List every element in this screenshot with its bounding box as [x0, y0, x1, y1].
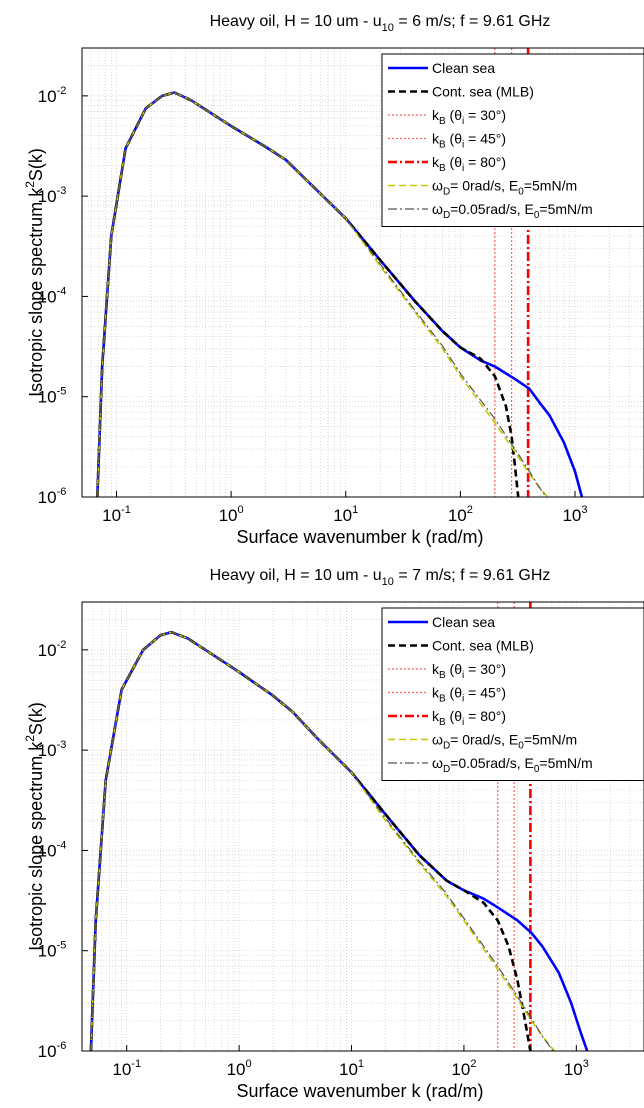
y-tick-label: 10-3 — [38, 739, 67, 760]
x-axis-label: Surface wavenumber k (rad/m) — [236, 527, 483, 547]
y-tick-label: 10-6 — [38, 1040, 67, 1061]
legend-label-6: ωD= 0rad/s, E0=5mN/m — [432, 178, 577, 198]
x-tick-label: 101 — [333, 504, 358, 525]
chart-panel-bottom: 10-1 100 101 102 103 10-6 10-5 10-4 10-3 10-2 Heav… — [0, 554, 644, 1108]
axes-frame — [81, 47, 644, 498]
y-tick-label: 10-3 — [38, 185, 67, 206]
legend: Clean sea Cont. sea (MLB) kB (θi = 30°) kB … — [381, 53, 644, 227]
chart-panel-top: 10-1 100 101 102 103 10-6 10-5 10-4 10-3 10-2 Heav… — [23, 13, 644, 547]
legend-label-2: Cont. sea (MLB) — [432, 638, 534, 654]
legend-box — [381, 607, 644, 781]
legend-label-5: kB (θi = 80°) — [432, 708, 506, 728]
series-line-3 — [90, 631, 556, 1051]
y-axis-label: Isotropic slope spectrum k2S(k) — [23, 148, 46, 397]
legend-label-1: Clean sea — [432, 614, 495, 630]
chart-title: Heavy oil, H = 10 um - u10 = 7 m/s; f = … — [210, 567, 551, 588]
legend-label-4: kB (θi = 45°) — [432, 131, 506, 151]
y-tick-label: 10-6 — [38, 486, 67, 507]
x-tick-label: 103 — [562, 504, 587, 525]
legend-label-2: Cont. sea (MLB) — [432, 84, 534, 100]
legend-label-4: kB (θi = 45°) — [432, 685, 506, 705]
y-tick-label: 10-4 — [38, 839, 67, 860]
y-tick-label: 10-5 — [38, 940, 67, 961]
y-tick-label: 10-5 — [38, 386, 67, 407]
legend-label-1: Clean sea — [432, 60, 495, 76]
x-tick-label: 10-1 — [112, 1058, 141, 1079]
x-axis-label: Surface wavenumber k (rad/m) — [236, 1081, 483, 1101]
chart-svg: 10-1 100 101 102 103 10-6 10-5 10-4 10-3 10-2 Heav… — [23, 13, 644, 547]
x-tick-label: 100 — [219, 504, 244, 525]
x-tick-label: 103 — [564, 1058, 589, 1079]
series-line-4 — [90, 631, 554, 1051]
legend-label-6: ωD= 0rad/s, E0=5mN/m — [432, 732, 577, 752]
series-line-4 — [96, 91, 547, 497]
legend-box — [381, 53, 644, 227]
legend-label-3: kB (θi = 30°) — [432, 107, 506, 127]
y-axis-label: Isotropic slope spectrum k2S(k) — [23, 702, 46, 951]
y-tick-label: 10-2 — [38, 85, 67, 106]
legend: Clean sea Cont. sea (MLB) kB (θi = 30°) kB … — [381, 607, 644, 781]
legend-label-3: kB (θi = 30°) — [432, 661, 506, 681]
legend-label-7: ωD=0.05rad/s, E0=5mN/m — [432, 201, 593, 221]
y-tick-label: 10-4 — [38, 285, 67, 306]
legend-label-5: kB (θi = 80°) — [432, 154, 506, 174]
legend-label-7: ωD=0.05rad/s, E0=5mN/m — [432, 755, 593, 775]
x-tick-label: 102 — [451, 1058, 476, 1079]
axes-frame — [81, 601, 644, 1052]
y-tick-label: 10-2 — [38, 639, 67, 660]
x-tick-label: 102 — [448, 504, 473, 525]
x-tick-label: 101 — [339, 1058, 364, 1079]
chart-svg: 10-1 100 101 102 103 10-6 10-5 10-4 10-3 10-2 Heav… — [23, 567, 644, 1101]
x-tick-label: 100 — [227, 1058, 252, 1079]
chart-title: Heavy oil, H = 10 um - u10 = 6 m/s; f = … — [210, 13, 551, 34]
ticks — [82, 95, 576, 498]
ticks — [82, 649, 577, 1052]
x-tick-label: 10-1 — [102, 504, 131, 525]
